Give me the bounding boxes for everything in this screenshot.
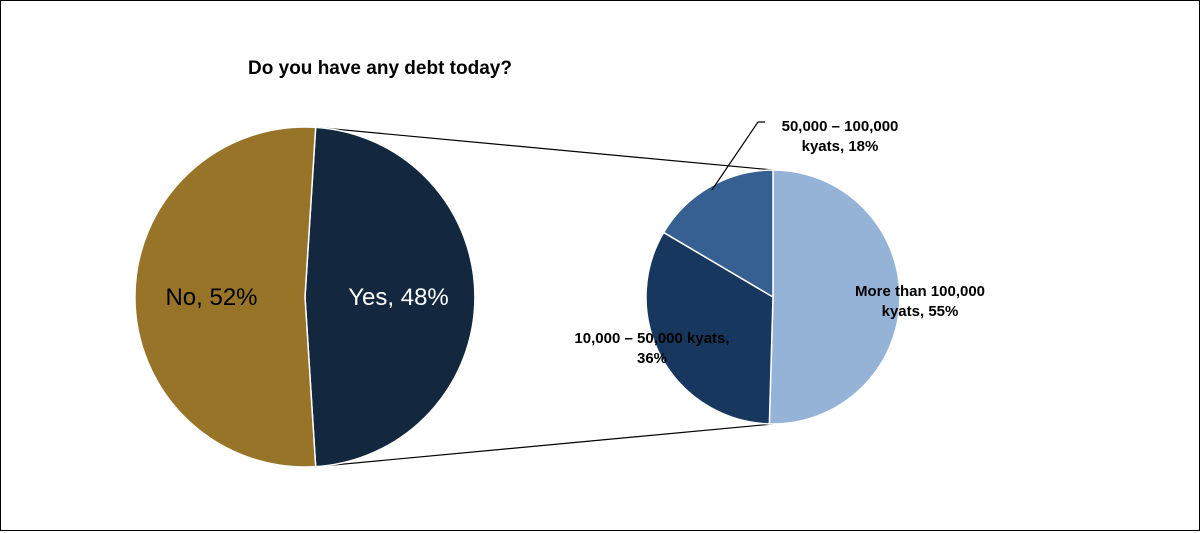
sub-label-10-000-50-000-kyats: 10,000 – 50,000 kyats, 36% — [574, 330, 729, 367]
chart-title: Do you have any debt today? — [248, 58, 512, 79]
sub-slice-10-000-50-000-kyats — [645, 231, 774, 425]
main-slice-yes — [304, 126, 476, 468]
sub-slice-more-than-100-000-kyats — [768, 169, 901, 425]
sub-label-50-000-100-000-kyats: 50,000 – 100,000 kyats, 18% — [782, 118, 899, 155]
leader-line — [711, 121, 765, 191]
connector-line-top — [315, 126, 774, 171]
sub-slice-50-000-100-000-kyats — [662, 169, 774, 299]
main-label-no: No, 52% — [165, 284, 257, 311]
main-label-yes: Yes, 48% — [348, 284, 449, 311]
main-slice-no — [134, 126, 317, 468]
connector-line-bottom — [315, 423, 774, 468]
sub-label-more-than-100-000-kyats: More than 100,000 kyats, 55% — [855, 283, 985, 320]
